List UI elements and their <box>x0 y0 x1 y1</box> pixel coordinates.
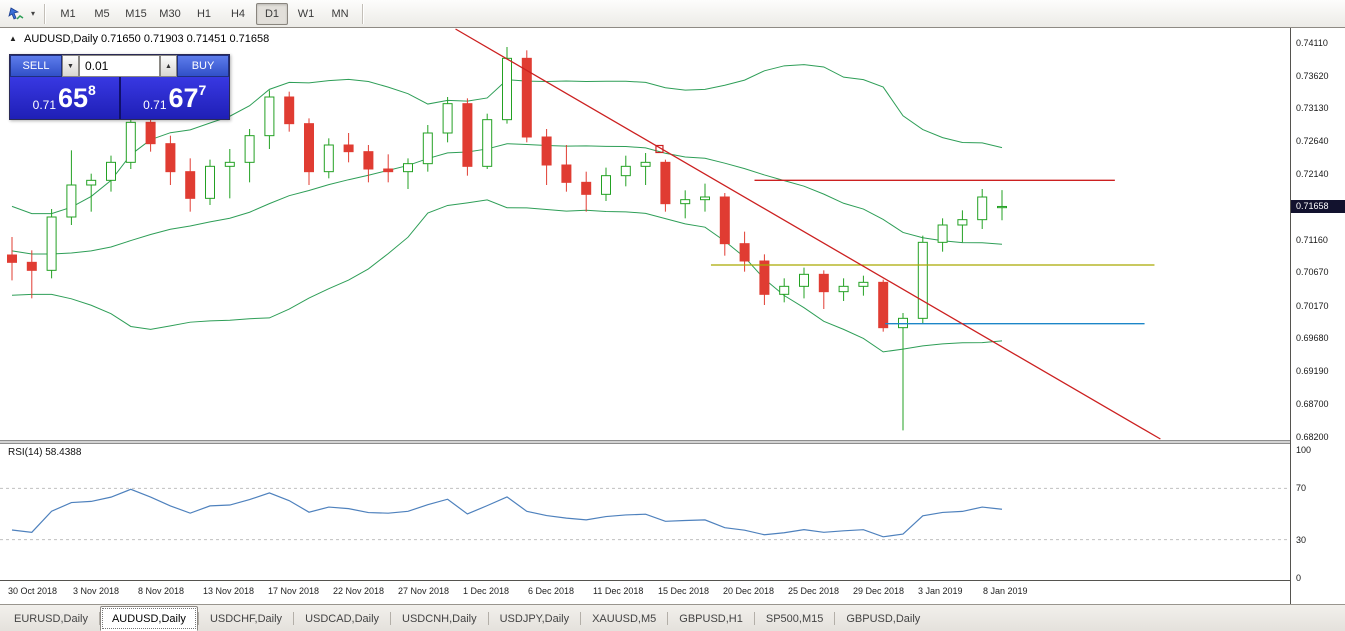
rsi-axis-label: 30 <box>1296 534 1307 545</box>
time-axis-label: 25 Dec 2018 <box>788 586 840 596</box>
price-axis-label: 0.72640 <box>1296 136 1329 146</box>
chevron-down-icon[interactable]: ▾ <box>30 9 35 18</box>
chart-tab-audusd-daily[interactable]: AUDUSD,Daily <box>99 606 198 631</box>
price-axis-label: 0.71160 <box>1296 234 1328 245</box>
price-axis-label: 0.73620 <box>1296 70 1329 81</box>
sell-price[interactable]: 0.71 65 8 <box>10 77 119 119</box>
rsi-canvas[interactable] <box>0 444 1290 580</box>
time-axis-label: 3 Jan 2019 <box>918 586 963 596</box>
chart-tab-usdchf-daily[interactable]: USDCHF,Daily <box>209 613 283 625</box>
period-button-w1[interactable]: W1 <box>297 7 315 20</box>
tab-separator <box>834 612 836 625</box>
timeframe-toolbar: ▾ M1 M5 M15 M30 H1 H4 D1 W1 MN <box>0 0 1345 28</box>
chart-tab-usdcnh-daily[interactable]: USDCNH,Daily <box>402 613 477 625</box>
tab-separator <box>580 612 582 625</box>
toolbar-separator <box>44 3 46 24</box>
chart-tab-gbpusd-daily[interactable]: GBPUSD,Daily <box>846 613 921 625</box>
buy-button[interactable]: BUY <box>177 55 229 77</box>
tab-separator <box>753 612 755 625</box>
volume-dropdown-icon[interactable]: ▼ <box>62 55 79 77</box>
buy-price-prefix: 0.71 <box>143 98 167 112</box>
period-buttons: M1 M5 M15 M30 H1 H4 D1 W1 MN <box>51 2 357 25</box>
price-axis-label: 0.73130 <box>1296 103 1329 114</box>
tab-separator <box>390 612 392 625</box>
tab-separator <box>667 612 669 625</box>
chart-tab-usdcad-daily[interactable]: USDCAD,Daily <box>305 613 380 625</box>
time-axis-label: 30 Oct 2018 <box>8 586 58 596</box>
one-click-trading-panel: SELL ▼ ▲ BUY 0.71 65 8 0.71 67 7 <box>9 54 230 120</box>
time-axis[interactable]: 30 Oct 2018 3 Nov 2018 8 Nov 2018 13 Nov 20… <box>0 580 1290 604</box>
one-click-collapse-icon[interactable]: ▲ <box>9 34 17 43</box>
sell-price-big: 65 <box>58 83 89 113</box>
period-button-m5[interactable]: M5 <box>94 7 110 20</box>
time-axis-label: 15 Dec 2018 <box>658 586 710 596</box>
time-axis-label: 11 Dec 2018 <box>593 586 644 596</box>
period-button-h1[interactable]: H1 <box>196 7 212 20</box>
period-button-h4[interactable]: H4 <box>230 7 246 20</box>
tab-separator <box>98 612 100 625</box>
buy-price-sup: 7 <box>198 82 207 98</box>
rsi-axis-label: 0 <box>1296 573 1302 583</box>
price-axis-label: 0.72140 <box>1296 169 1329 180</box>
period-button-d1[interactable]: D1 <box>256 2 288 25</box>
time-axis-label: 6 Dec 2018 <box>528 586 575 596</box>
sell-price-prefix: 0.71 <box>32 98 56 112</box>
rsi-indicator-label: RSI(14) 58.4388 <box>8 447 82 458</box>
tab-separator <box>487 612 489 625</box>
rsi-axis-label: 100 <box>1296 445 1312 455</box>
period-button-m15[interactable]: M15 <box>125 7 147 20</box>
time-axis-label: 3 Nov 2018 <box>73 586 120 596</box>
chart-tab-gbpusd-h1[interactable]: GBPUSD,H1 <box>679 613 743 625</box>
current-price-badge: 0.71658 <box>1291 199 1345 213</box>
chart-tab-xauusd-m5[interactable]: XAUUSD,M5 <box>592 613 657 625</box>
toolbar-separator <box>362 3 364 24</box>
chart-title: AUDUSD,Daily 0.71650 0.71903 0.71451 0.7… <box>24 33 270 45</box>
price-axis-label: 0.70670 <box>1296 267 1329 278</box>
price-axis-label: 0.69190 <box>1296 366 1329 376</box>
price-axis-label: 0.74110 <box>1296 38 1328 48</box>
chart-cursor-icon[interactable] <box>5 4 27 24</box>
chart-tab-sp500-m15[interactable]: SP500,M15 <box>765 613 824 625</box>
time-axis-label: 17 Nov 2018 <box>268 586 320 596</box>
chart-tab-eurusd-daily[interactable]: EURUSD,Daily <box>14 613 88 625</box>
time-axis-label: 8 Nov 2018 <box>138 586 185 596</box>
volume-up-icon[interactable]: ▲ <box>160 55 177 77</box>
period-button-mn[interactable]: MN <box>331 7 349 20</box>
buy-price[interactable]: 0.71 67 7 <box>120 77 229 119</box>
tab-separator <box>197 612 199 625</box>
price-cell-separator <box>118 77 121 119</box>
time-axis-label: 27 Nov 2018 <box>398 586 450 596</box>
time-axis-label: 20 Dec 2018 <box>723 586 775 596</box>
tab-separator <box>293 612 295 625</box>
price-axis-label: 0.68700 <box>1296 398 1329 409</box>
sell-price-sup: 8 <box>88 82 96 98</box>
time-axis-label: 8 Jan 2019 <box>983 586 1028 596</box>
pane-resize-handle[interactable] <box>0 440 1290 444</box>
price-axis[interactable]: 0.71658 0.74110 0.73620 0.73130 0.72640 0.72… <box>1290 28 1345 604</box>
period-button-m1[interactable]: M1 <box>60 7 76 20</box>
price-axis-label: 0.70170 <box>1296 300 1329 311</box>
sell-button[interactable]: SELL <box>10 55 62 77</box>
buy-price-big: 67 <box>168 83 199 113</box>
time-axis-label: 22 Nov 2018 <box>333 586 385 596</box>
chart-tab-bar: EURUSD,Daily AUDUSD,Daily USDCHF,Daily USDC… <box>0 604 1345 631</box>
volume-input[interactable] <box>79 55 160 77</box>
price-axis-label: 0.68200 <box>1296 432 1329 442</box>
time-axis-label: 1 Dec 2018 <box>463 586 510 596</box>
period-button-m30[interactable]: M30 <box>159 7 181 20</box>
chart-tab-usdjpy-daily[interactable]: USDJPY,Daily <box>499 613 570 625</box>
rsi-axis-label: 70 <box>1296 483 1307 494</box>
price-axis-label: 0.69680 <box>1296 333 1329 344</box>
time-axis-label: 29 Dec 2018 <box>853 586 905 596</box>
time-axis-label: 13 Nov 2018 <box>203 586 255 596</box>
